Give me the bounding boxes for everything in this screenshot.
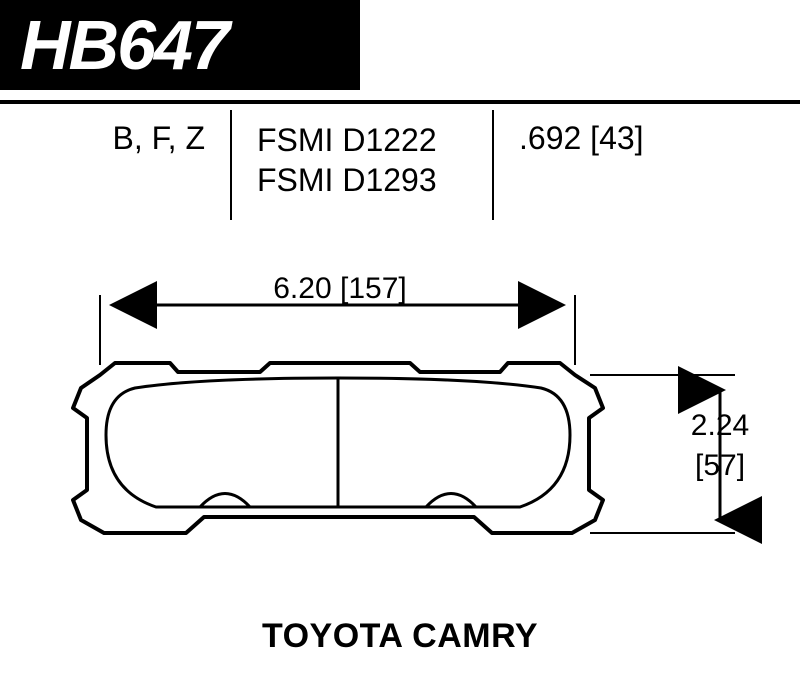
thickness-spec: .692 [43] bbox=[494, 110, 644, 157]
fsmi-code-2: FSMI D1293 bbox=[257, 160, 492, 200]
width-in: 6.20 bbox=[273, 272, 331, 305]
diagram-svg: 6.20 [157] 2.24 [57] bbox=[0, 260, 800, 610]
fsmi-codes: FSMI D1222 FSMI D1293 bbox=[232, 110, 492, 200]
vehicle-model: TOYOTA CAMRY bbox=[0, 617, 800, 656]
width-dim-text: 6.20 [157] bbox=[273, 272, 406, 305]
thickness-mm: 43 bbox=[599, 120, 635, 156]
spec-row: B, F, Z FSMI D1222 FSMI D1293 .692 [43] bbox=[0, 110, 800, 230]
width-mm: 157 bbox=[348, 272, 398, 305]
brake-pad-diagram: 6.20 [157] 2.24 [57] bbox=[0, 260, 800, 610]
fsmi-code-1: FSMI D1222 bbox=[257, 120, 492, 160]
title-bar: HB647 bbox=[0, 0, 360, 90]
pad-notch-left bbox=[200, 494, 250, 508]
thickness-in: .692 bbox=[519, 120, 581, 156]
height-dim-in: 2.24 bbox=[691, 409, 749, 442]
compounds-list: B, F, Z bbox=[0, 110, 230, 157]
pad-notch-right bbox=[426, 494, 476, 508]
part-number: HB647 bbox=[20, 5, 228, 85]
header-rule bbox=[0, 100, 800, 104]
spec-sheet: HB647 B, F, Z FSMI D1222 FSMI D1293 .692… bbox=[0, 0, 800, 691]
height-dim-mm: [57] bbox=[695, 449, 745, 482]
